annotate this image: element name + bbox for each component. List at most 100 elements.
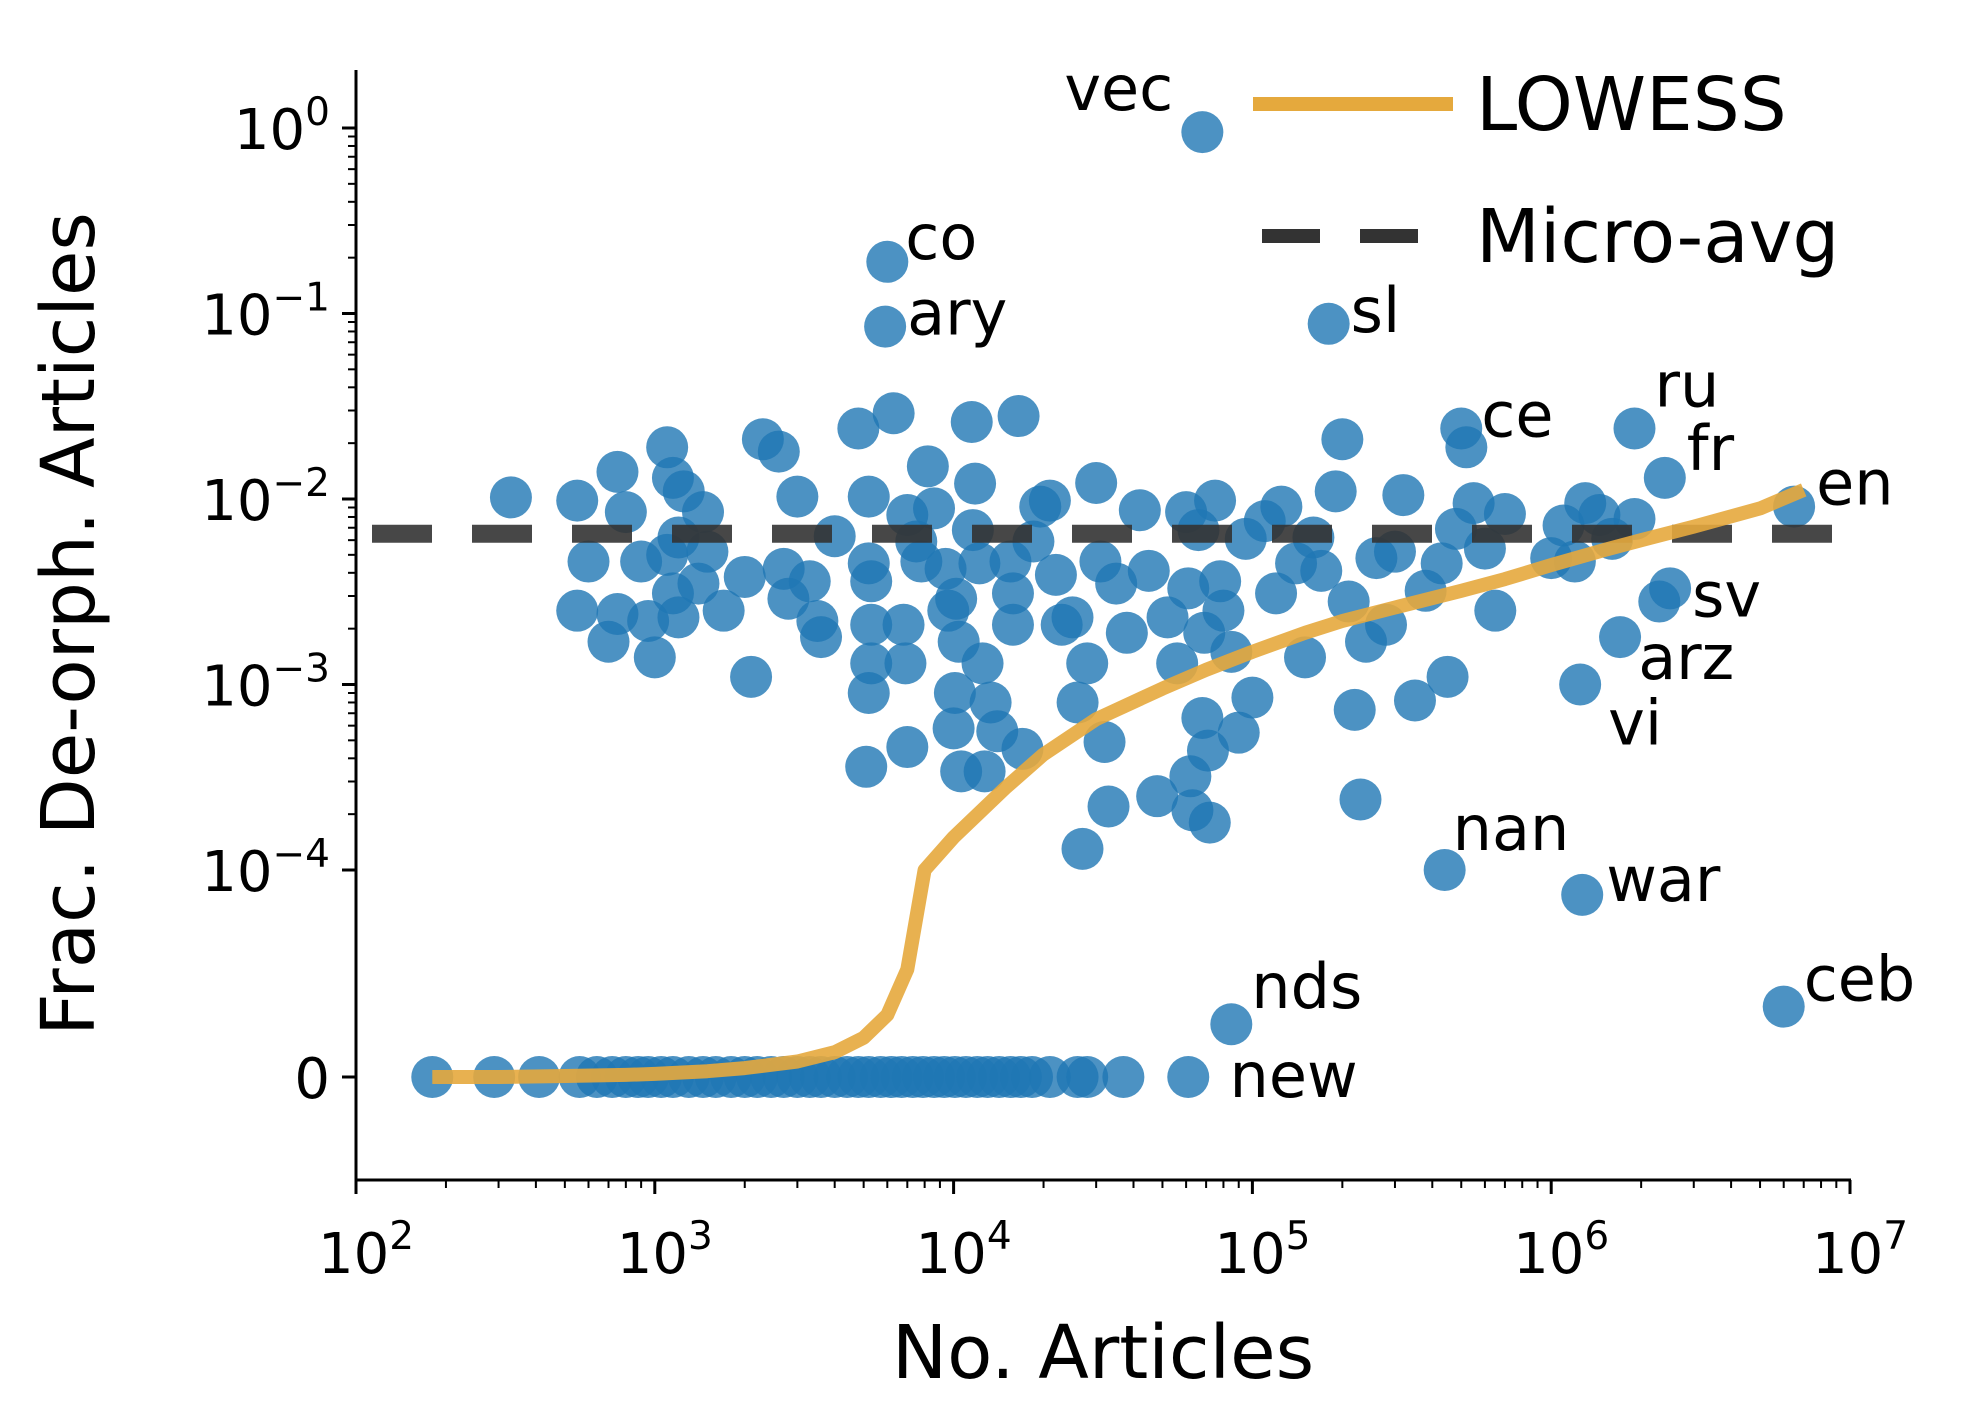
scatter-point-zero bbox=[1102, 1056, 1145, 1098]
scatter-point bbox=[933, 671, 976, 714]
scatter-point bbox=[1599, 616, 1642, 659]
scatter-point bbox=[1638, 580, 1681, 623]
scatter-point bbox=[864, 305, 907, 348]
scatter-point bbox=[991, 603, 1034, 646]
scatter-point bbox=[702, 589, 745, 632]
scatter-point bbox=[1613, 407, 1656, 450]
scatter-point bbox=[932, 707, 975, 750]
scatter-point bbox=[1066, 642, 1109, 685]
scatter-point bbox=[884, 642, 927, 685]
scatter-point bbox=[1561, 873, 1604, 916]
point-label-ce: ce bbox=[1481, 378, 1553, 451]
scatter-point bbox=[1420, 542, 1463, 585]
scatter-point bbox=[1393, 679, 1436, 722]
axes: 102 103 104 105 106 107 0 10−4 10−3 10−2 10−1 100 bbox=[201, 70, 1908, 1287]
point-label-nan: nan bbox=[1453, 792, 1570, 865]
point-label-ru: ru bbox=[1654, 348, 1719, 421]
scatter-point bbox=[1483, 493, 1526, 536]
scatter-point bbox=[845, 745, 888, 788]
scatter-point-zero bbox=[411, 1056, 454, 1098]
scatter-point bbox=[776, 475, 819, 518]
scatter-point bbox=[567, 540, 610, 583]
scatter-point bbox=[963, 750, 1006, 793]
scatter-point bbox=[847, 671, 890, 714]
scatter-point bbox=[850, 560, 893, 603]
point-label-en: en bbox=[1816, 447, 1893, 520]
scatter-points bbox=[411, 111, 1816, 1098]
scatter-point bbox=[1333, 688, 1376, 731]
scatter-point bbox=[1188, 801, 1231, 844]
scatter-point bbox=[1056, 681, 1099, 724]
scatter-point bbox=[1260, 485, 1303, 528]
y-tick-label: 0 bbox=[294, 1047, 330, 1112]
scatter-point bbox=[677, 562, 720, 605]
x-tick-label: 107 bbox=[1812, 1214, 1908, 1287]
scatter-point bbox=[1105, 611, 1148, 654]
scatter-point bbox=[882, 603, 925, 646]
scatter-point bbox=[1146, 596, 1189, 639]
scatter-point bbox=[1643, 456, 1686, 499]
scatter-point bbox=[1181, 696, 1224, 739]
scatter-point bbox=[730, 655, 773, 698]
scatter-point bbox=[886, 726, 929, 769]
scatter-point bbox=[1087, 785, 1130, 828]
scatter-point bbox=[1095, 562, 1138, 605]
scatter-point bbox=[997, 395, 1040, 438]
scatter-point bbox=[556, 479, 599, 522]
scatter-point bbox=[646, 533, 689, 576]
x-axis-label: No. Articles bbox=[892, 1310, 1314, 1396]
scatter-point bbox=[1127, 549, 1170, 592]
lowess-line bbox=[432, 483, 1807, 1084]
scatter-point bbox=[657, 596, 700, 639]
scatter-point bbox=[1559, 663, 1602, 706]
point-label-sv: sv bbox=[1692, 558, 1761, 631]
point-label-new: new bbox=[1230, 1039, 1358, 1112]
scatter-point bbox=[1445, 426, 1488, 469]
scatter-point bbox=[1118, 489, 1161, 532]
x-tick-label: 104 bbox=[916, 1214, 1012, 1287]
legend-label: LOWESS bbox=[1476, 62, 1787, 148]
scatter-point bbox=[633, 636, 676, 679]
scatter-point bbox=[961, 642, 1004, 685]
scatter-point bbox=[1034, 553, 1077, 596]
scatter-point bbox=[1314, 470, 1357, 513]
scatter-point bbox=[757, 430, 800, 473]
scatter-point bbox=[1426, 655, 1469, 698]
y-tick-label: 10−2 bbox=[201, 461, 330, 534]
point-label-fr: fr bbox=[1687, 412, 1735, 485]
scatter-point bbox=[1061, 827, 1104, 870]
scatter-point bbox=[913, 487, 956, 530]
x-tick-label: 105 bbox=[1214, 1214, 1310, 1287]
x-tick-label: 106 bbox=[1513, 1214, 1609, 1287]
scatter-point bbox=[596, 450, 639, 493]
scatter-point bbox=[1136, 775, 1179, 818]
scatter-point bbox=[788, 560, 831, 603]
scatter-point bbox=[723, 555, 766, 598]
scatter-point bbox=[1028, 479, 1071, 522]
scatter-point bbox=[1217, 711, 1260, 754]
scatter-point bbox=[556, 589, 599, 632]
scatter-point bbox=[1474, 589, 1517, 632]
point-label-sl: sl bbox=[1351, 274, 1401, 347]
scatter-point bbox=[991, 572, 1034, 615]
scatter-point bbox=[1382, 474, 1425, 517]
point-label-nds: nds bbox=[1251, 950, 1362, 1023]
scatter-point bbox=[489, 476, 532, 519]
scatter-point bbox=[1762, 985, 1805, 1028]
point-label-vec: vec bbox=[1064, 52, 1173, 125]
y-tick-label: 10−3 bbox=[201, 647, 330, 720]
scatter-point bbox=[796, 599, 839, 642]
scatter-point bbox=[604, 491, 647, 534]
scatter-point bbox=[1083, 720, 1126, 763]
scatter-point bbox=[1194, 479, 1237, 522]
scatter-point bbox=[1202, 589, 1245, 632]
y-axis-label: Frac. De-orph. Articles bbox=[26, 212, 112, 1036]
x-tick-label: 102 bbox=[318, 1214, 414, 1287]
scatter-point bbox=[954, 462, 997, 505]
scatter-point bbox=[866, 240, 909, 283]
y-tick-label: 100 bbox=[234, 90, 330, 163]
scatter-point bbox=[1423, 849, 1466, 891]
scatter-point bbox=[950, 401, 993, 444]
